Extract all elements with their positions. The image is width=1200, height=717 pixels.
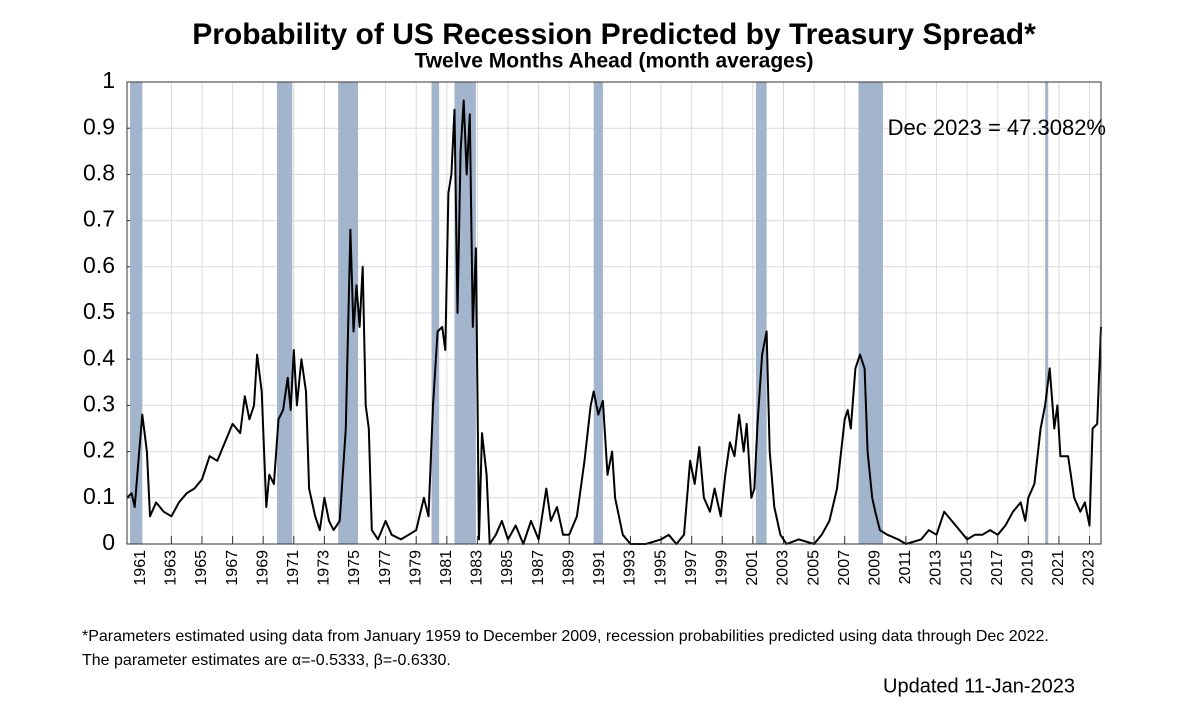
x-tick-label: 1997 [683,550,700,586]
y-tick-label: 0.5 [83,298,115,324]
x-tick-label: 1973 [316,550,333,586]
y-tick-label: 0 [102,529,115,555]
plot-frame [126,81,1102,545]
x-tick-label: 1969 [254,550,271,586]
y-tick-label: 0.8 [83,159,115,185]
x-tick-label: 1971 [285,550,302,586]
x-tick-label: 1999 [713,550,730,586]
x-tick-label: 2001 [744,550,761,586]
x-tick-label: 2017 [989,550,1006,586]
y-tick-label: 0.2 [83,437,115,463]
x-tick-label: 1985 [499,550,516,586]
x-tick-label: 1981 [438,550,455,586]
x-tick-label: 1975 [346,550,363,586]
recession-band [276,82,293,544]
x-tick-label: 1965 [193,550,210,586]
y-tick-label: 0.1 [83,483,115,509]
y-tick-label: 0.4 [83,344,115,370]
footnote: *Parameters estimated using data from Ja… [82,628,1049,645]
footnote: The parameter estimates are α=-0.5333, β… [82,652,451,669]
y-tick-label: 1 [102,67,115,93]
recession-band [431,82,440,544]
x-tick-label: 1967 [224,550,241,586]
recession-band [593,82,603,544]
chart-title: Probability of US Recession Predicted by… [192,18,1036,51]
x-tick-label: 2005 [805,550,822,586]
x-tick-label: 2023 [1081,550,1098,586]
x-tick-label: 1977 [377,550,394,586]
x-tick-label: 2003 [775,550,792,586]
x-tick-label: 2013 [928,550,945,586]
recession-band [755,82,767,544]
x-tick-label: 2021 [1050,550,1067,586]
x-tick-label: 2011 [897,550,914,585]
x-tick-label: 1995 [652,550,669,586]
x-tick-label: 1987 [530,550,547,586]
x-tick-label: 1983 [469,550,486,586]
updated-note: Updated 11-Jan-2023 [883,675,1075,697]
x-tick-label: 1991 [591,550,608,586]
probability-line [126,99,1102,545]
x-tick-label: 2009 [867,550,884,586]
x-tick-label: 1993 [622,550,639,586]
x-tick-label: 2007 [836,550,853,586]
recession-band [130,82,143,544]
chart-subtitle: Twelve Months Ahead (month averages) [414,50,813,73]
y-tick-label: 0.9 [83,113,115,139]
recession-band [858,82,883,544]
y-tick-label: 0.3 [83,390,115,416]
x-tick-label: 1963 [163,550,180,586]
x-tick-label: 1989 [560,550,577,586]
x-tick-label: 1979 [407,550,424,586]
x-tick-label: 1961 [132,550,149,586]
x-tick-label: 2015 [958,550,975,586]
x-tick-label: 2019 [1020,550,1037,586]
annotation: Dec 2023 = 47.3082% [888,115,1106,140]
recession-band [1045,82,1049,544]
y-tick-label: 0.7 [83,206,115,232]
y-tick-label: 0.6 [83,252,115,278]
